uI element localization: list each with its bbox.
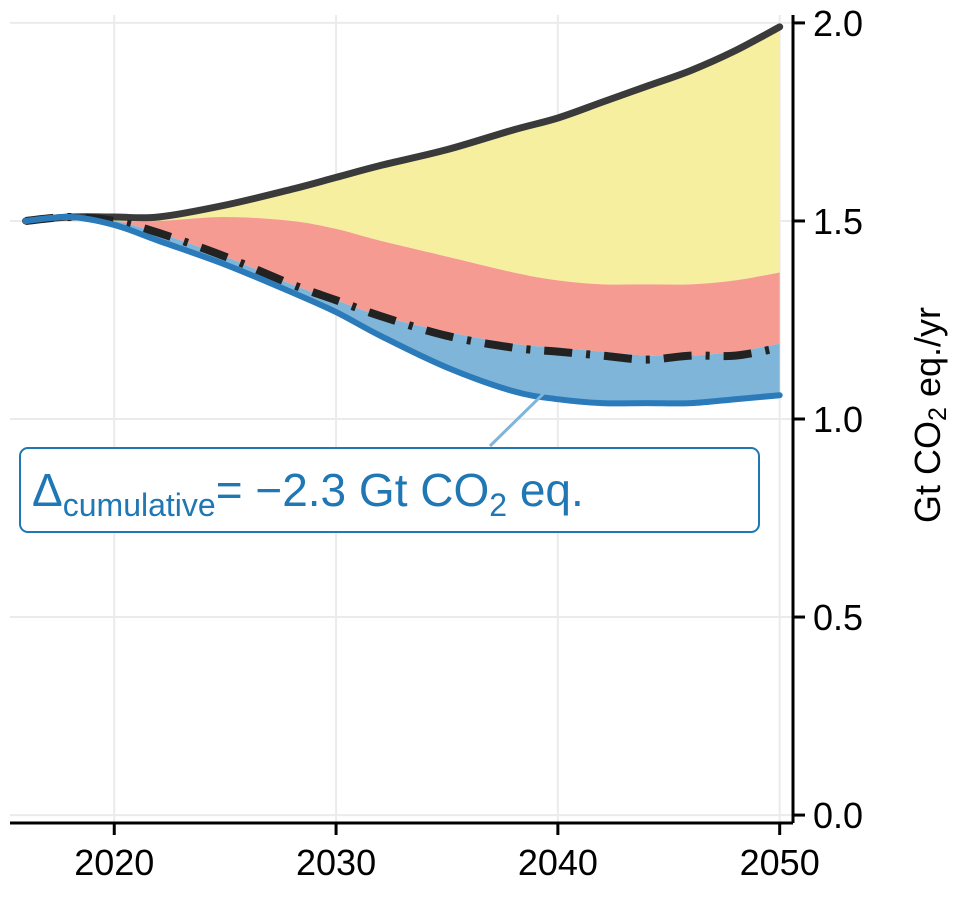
area-band bbox=[25, 216, 780, 404]
y-axis-title: Gt CO2 eq./yr bbox=[907, 307, 952, 523]
series-lines bbox=[22, 23, 784, 407]
x-tick-label: 2040 bbox=[518, 842, 598, 883]
series-line-upper bbox=[22, 23, 784, 225]
annotation-box bbox=[19, 447, 760, 533]
y-axis-ticks: 0.0 0.5 1.0 1.5 2.0 bbox=[793, 3, 863, 836]
y-tick-label: 0.5 bbox=[813, 597, 863, 638]
cumulative-annotation: Δcumulative= −2.3 Gt CO2 eq. bbox=[19, 378, 760, 533]
y-axis-title-text: Gt CO2 eq./yr bbox=[907, 307, 952, 523]
series-line-middle bbox=[25, 213, 781, 364]
annotation-text: Δcumulative= −2.3 Gt CO2 eq. bbox=[32, 464, 584, 523]
y-tick-label: 2.0 bbox=[813, 3, 863, 44]
y-tick-label: 1.0 bbox=[813, 399, 863, 440]
annotation-arrow bbox=[488, 378, 559, 448]
area-band bbox=[25, 26, 780, 285]
x-axis-ticks: 2020 2030 2040 2050 bbox=[74, 823, 820, 883]
y-tick-label: 1.5 bbox=[813, 201, 863, 242]
x-tick-label: 2020 bbox=[74, 842, 154, 883]
series-line-lower bbox=[22, 213, 783, 407]
x-tick-label: 2030 bbox=[296, 842, 376, 883]
x-tick-label: 2050 bbox=[740, 842, 820, 883]
y-tick-label: 0.0 bbox=[813, 795, 863, 836]
